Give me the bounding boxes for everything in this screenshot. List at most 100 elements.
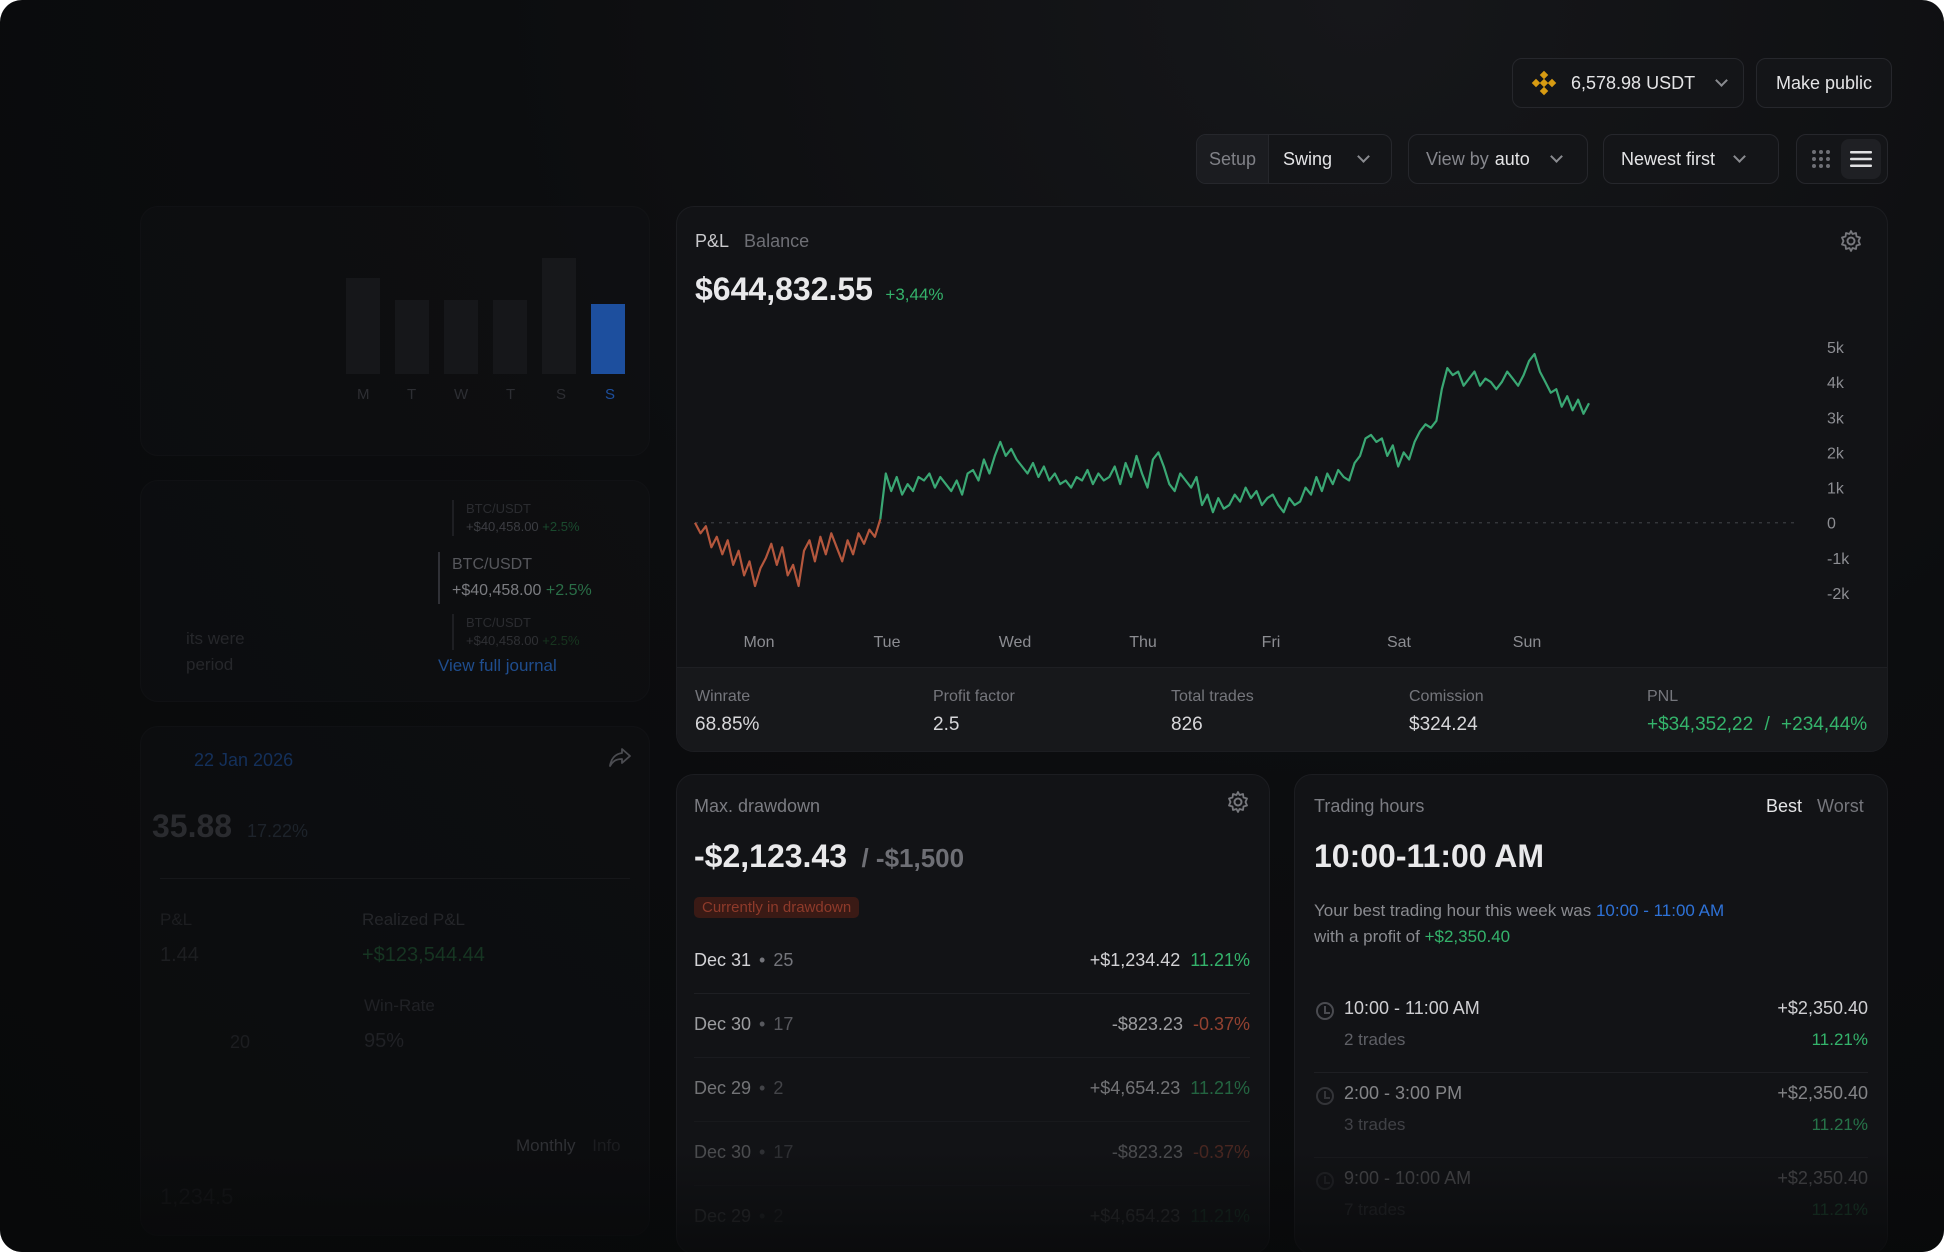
y-tick-label: 5k <box>1827 340 1845 357</box>
journal-faded-line: period <box>186 655 234 674</box>
weekday-bar-active <box>591 304 625 374</box>
pnl-total: $644,832.55 +3,44% <box>695 271 944 308</box>
stat-label: Winrate <box>695 688 751 705</box>
row-pct: 11.21% <box>1190 950 1250 970</box>
pnl-line-positive <box>879 352 1590 520</box>
dot-separator: • <box>759 1078 766 1098</box>
tab-worst[interactable]: Worst <box>1817 796 1864 816</box>
row-count: 2 <box>773 1078 784 1098</box>
pnl-stats-bar: Winrate 68.85% Profit factor 2.5 Total t… <box>677 667 1887 751</box>
stat-value: 68.85% <box>695 714 760 735</box>
stat-label: Comission <box>1409 688 1484 705</box>
gear-icon[interactable] <box>1226 790 1250 814</box>
drawdown-amount: -$2,123.43 / -$1,500 <box>694 838 964 875</box>
make-public-label: Make public <box>1775 72 1873 93</box>
weekday-bar <box>493 300 527 374</box>
y-tick-label: -1k <box>1827 551 1850 568</box>
row-pct: -0.37% <box>1192 1142 1250 1162</box>
best-hour: 10:00-11:00 AM <box>1314 838 1545 874</box>
weekday-label: S <box>605 386 616 403</box>
hour-row[interactable]: 2:00 - 3:00 PM 3 trades +$2,350.40 11.21… <box>1314 1073 1868 1158</box>
x-tick-label: Mon <box>743 634 774 651</box>
row-date: Dec 29 <box>694 1078 752 1098</box>
drawdown-badge: Currently in drawdown <box>694 897 860 918</box>
sort-dropdown[interactable]: Newest first <box>1603 134 1779 184</box>
stat-pnl-value: +$34,352,22 <box>1647 714 1754 735</box>
drawdown-row[interactable]: Dec 31 • 25 +$1,234.42 11.21% <box>694 930 1250 994</box>
setup-filter[interactable]: Setup Swing <box>1196 134 1392 184</box>
view-toggle <box>1796 134 1888 184</box>
weekday-label: M <box>357 386 370 403</box>
hours-tabs: Best Worst <box>1766 796 1864 817</box>
clock-icon <box>1316 1172 1334 1190</box>
summary-pct: 17.22% <box>246 821 309 841</box>
row-pct: 11.21% <box>1190 1078 1250 1098</box>
stat-value: $324.24 <box>1409 714 1478 735</box>
share-icon[interactable] <box>608 746 632 768</box>
winrate-label: Win-Rate <box>364 996 435 1015</box>
x-tick-label: Wed <box>999 634 1032 651</box>
hour-row[interactable]: 9:00 - 10:00 AM 7 trades +$2,350.40 11.2… <box>1314 1158 1868 1243</box>
hour-trades: 7 trades <box>1344 1200 1406 1219</box>
x-tick-label: Sat <box>1387 634 1412 651</box>
drawdown-row[interactable]: Dec 29 • 2 +$4,654.23 11.21% <box>694 1058 1250 1122</box>
tab-best[interactable]: Best <box>1766 796 1803 816</box>
clock-icon <box>1316 1087 1334 1105</box>
weekday-bar <box>542 258 576 374</box>
drawdown-value: -$2,123.43 <box>694 838 848 874</box>
drawdown-title: Max. drawdown <box>694 796 821 816</box>
realized-pnl-label: Realized P&L <box>362 910 466 929</box>
grid-view-button[interactable] <box>1801 139 1841 179</box>
hour-pct: 11.21% <box>1811 1115 1868 1134</box>
weekday-label: T <box>506 386 516 403</box>
sort-value: Newest first <box>1621 148 1716 169</box>
view-full-journal-link[interactable]: View full journal <box>438 656 557 675</box>
y-tick-label: -2k <box>1827 586 1850 603</box>
drawdown-row[interactable]: Dec 30 • 17 -$823.23 -0.37% <box>694 1122 1250 1186</box>
setup-value: Swing <box>1283 148 1333 169</box>
summary-date: 22 Jan 2026 <box>194 750 294 770</box>
pnl-tabs: P&L Balance <box>695 231 809 252</box>
gear-icon[interactable] <box>1839 229 1863 253</box>
stat-pnl-pct: +234,44% <box>1781 714 1868 735</box>
hour-time: 2:00 - 3:00 PM <box>1344 1083 1463 1103</box>
stat-winrate: Winrate 68.85% <box>695 688 759 736</box>
summary-left-date: 20 <box>230 1032 251 1052</box>
tab-monthly[interactable]: Monthly <box>516 1136 576 1155</box>
y-tick-label: 1k <box>1827 481 1845 498</box>
hour-time: 10:00 - 11:00 AM <box>1344 998 1480 1018</box>
weekday-label: W <box>454 386 469 403</box>
weekday-chart: M T W T S S <box>340 250 640 410</box>
tab-pnl[interactable]: P&L <box>695 231 730 251</box>
view-by-dropdown[interactable]: View by auto <box>1408 134 1588 184</box>
pnl-total-value: $644,832.55 <box>695 271 873 307</box>
setup-label: Setup <box>1197 135 1270 183</box>
tab-info[interactable]: Info <box>592 1136 621 1155</box>
trading-hours-title: Trading hours <box>1314 796 1425 816</box>
journal-entry: BTC/USDT +$40,458.00 +2.5% <box>452 614 652 650</box>
dot-separator: • <box>759 1014 766 1034</box>
clock-icon <box>1316 1002 1334 1020</box>
hours-desc-text: Your best trading hour this week was <box>1314 901 1592 920</box>
stat-pnl: PNL +$34,352,22 / +234,44% <box>1647 688 1867 736</box>
tab-balance[interactable]: Balance <box>744 231 810 251</box>
y-axis: 5k 4k 3k 2k 1k 0 -1k -2k <box>1827 340 1850 603</box>
y-tick-label: 0 <box>1827 516 1836 533</box>
row-value: -$823.23 <box>1111 1142 1183 1162</box>
stat-pnl-sep: / <box>1764 714 1770 735</box>
weekday-bar <box>346 278 380 374</box>
balance-dropdown[interactable]: 6,578.98 USDT <box>1512 58 1744 108</box>
drawdown-row[interactable]: Dec 29 • 2 +$4,654.23 11.21% <box>694 1186 1250 1250</box>
make-public-button[interactable]: Make public <box>1756 58 1892 108</box>
summary-amount-value: 35.88 <box>152 808 233 844</box>
journal-pct: +2.5% <box>542 519 580 534</box>
hours-desc-highlight: 10:00 - 11:00 AM <box>1595 901 1725 920</box>
hour-row[interactable]: 10:00 - 11:00 AM 2 trades +$2,350.40 11.… <box>1314 988 1868 1073</box>
stat-comission: Comission $324.24 <box>1409 688 1484 736</box>
list-view-button[interactable] <box>1841 139 1881 179</box>
drawdown-row[interactable]: Dec 30 • 17 -$823.23 -0.37% <box>694 994 1250 1058</box>
row-value: +$1,234.42 <box>1089 950 1181 970</box>
hour-value: +$2,350.40 <box>1777 1168 1868 1188</box>
x-tick-label: Tue <box>874 634 901 651</box>
stat-profit-factor: Profit factor 2.5 <box>933 688 1015 736</box>
